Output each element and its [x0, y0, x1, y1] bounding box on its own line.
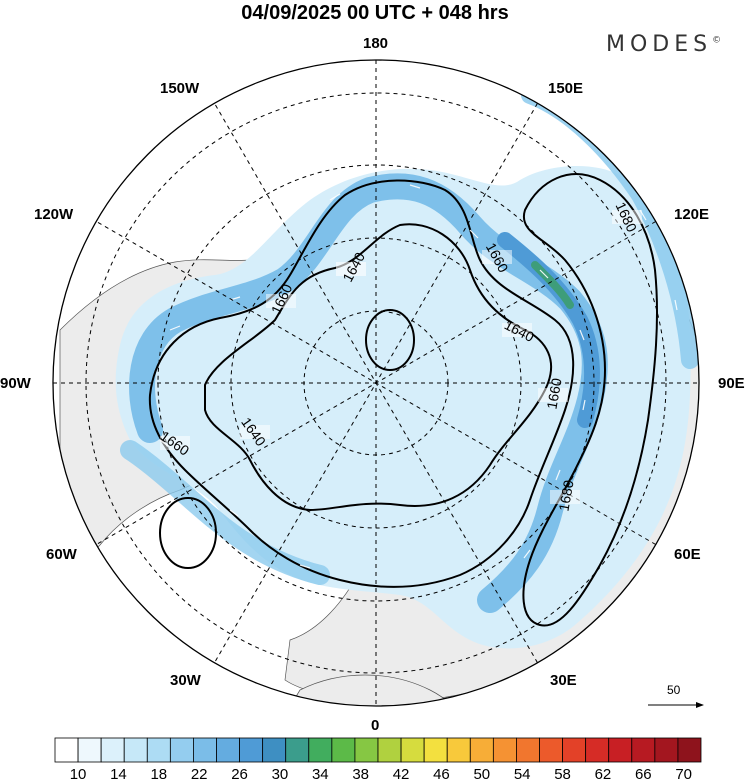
colorbar-swatch	[400, 737, 425, 763]
colorbar-tick-label: 18	[150, 766, 168, 783]
colorbar-swatch	[539, 737, 563, 763]
jet-core-band	[129, 173, 608, 613]
colorbar-swatch	[54, 737, 79, 763]
lon-label-60w: 60W	[46, 546, 77, 563]
colorbar-swatch	[216, 737, 240, 763]
colorbar-tick-label: 34	[311, 766, 329, 783]
colorbar	[54, 737, 702, 763]
colorbar-swatch	[239, 737, 264, 763]
lon-label-60e: 60E	[674, 546, 701, 563]
colorbar-swatch	[193, 737, 217, 763]
colorbar-tick-label: 22	[190, 766, 208, 783]
contour-1680	[522, 173, 659, 627]
colorbar-tick-label: 66	[634, 766, 652, 783]
colorbar-swatch	[677, 737, 702, 763]
latitude-circle	[85, 92, 667, 674]
colorbar-tick-label: 50	[473, 766, 491, 783]
brand-logo: MODES©	[606, 32, 722, 57]
wind-arrow	[523, 549, 531, 559]
colorbar-swatch	[516, 737, 540, 763]
jet-max-green	[531, 261, 574, 309]
colorbar-swatch	[123, 737, 148, 763]
lon-label-150w: 150W	[160, 80, 200, 97]
lon-label-150e: 150E	[548, 80, 584, 97]
wind-arrow	[579, 329, 585, 341]
wind-arrow	[409, 184, 421, 189]
height-contours	[148, 173, 659, 627]
colorbar-swatch	[469, 737, 494, 763]
colorbar-swatch	[562, 737, 587, 763]
contour-label: 1660	[544, 377, 565, 411]
colorbar-swatch	[446, 737, 471, 763]
lon-label-180: 180	[363, 35, 389, 52]
colorbar-tick-label: 30	[271, 766, 289, 783]
colorbar-swatch	[654, 737, 679, 763]
wind-arrow	[555, 469, 561, 481]
colorbar-swatch	[285, 737, 310, 763]
colorbar-tick-label: 54	[513, 766, 531, 783]
lon-label-30w: 30W	[170, 672, 201, 689]
contour-1640	[204, 223, 552, 512]
meridian-150	[214, 103, 538, 663]
colorbar-tick-label: 38	[352, 766, 370, 783]
colorbar-swatch	[169, 737, 194, 763]
colorbar-swatch	[585, 737, 610, 763]
wind-arrow	[582, 399, 586, 411]
lon-label-120e: 120E	[674, 206, 710, 223]
colorbar-tick-label: 26	[231, 766, 248, 783]
colorbar-swatch	[331, 737, 356, 763]
wind-arrow	[539, 269, 549, 279]
colorbar-swatch	[77, 737, 102, 763]
colorbar-tick-label: 70	[675, 766, 693, 783]
contour-1660	[148, 179, 575, 588]
wind-arrow	[329, 193, 341, 201]
colorbar-swatch	[492, 737, 517, 763]
contour-label: 1680	[556, 479, 577, 513]
colorbar-tick-label: 42	[392, 766, 410, 783]
lon-label-90w: 90W	[0, 375, 31, 392]
lon-label-0: 0	[371, 717, 380, 734]
colorbar-swatch	[308, 737, 333, 763]
colorbar-tick-label: 58	[554, 766, 571, 783]
wind-arrow	[299, 564, 311, 569]
jet-streak-siberia	[497, 232, 600, 428]
lon-label-90e: 90E	[718, 375, 745, 392]
colorbar-swatch	[100, 737, 125, 763]
contour-low-atlantic	[159, 497, 217, 569]
lon-label-120w: 120W	[34, 206, 74, 223]
map-title: 04/09/2025 00 UTC + 048 hrs	[241, 2, 509, 24]
colorbar-swatch	[262, 737, 287, 763]
colorbar-swatch	[354, 737, 379, 763]
contour-low-arctic	[365, 309, 415, 371]
graticule	[53, 60, 699, 706]
colorbar-tick-label: 10	[69, 766, 87, 783]
colorbar-tick-label: 46	[433, 766, 450, 783]
colorbar-tick-label: 62	[594, 766, 612, 783]
colorbar-swatch	[146, 737, 171, 763]
colorbar-swatch	[377, 737, 402, 763]
lon-label-30e: 30E	[550, 672, 577, 689]
colorbar-swatch	[631, 737, 656, 763]
colorbar-tick-label: 14	[110, 766, 127, 783]
wind-arrow	[169, 325, 181, 331]
wind-arrow	[229, 509, 239, 517]
wind-arrow	[469, 229, 479, 239]
vector-scale-label: 50	[667, 683, 681, 697]
colorbar-swatch	[608, 737, 633, 763]
map-border	[52, 59, 700, 707]
wind-arrow	[674, 299, 678, 311]
colorbar-swatch	[423, 737, 448, 763]
